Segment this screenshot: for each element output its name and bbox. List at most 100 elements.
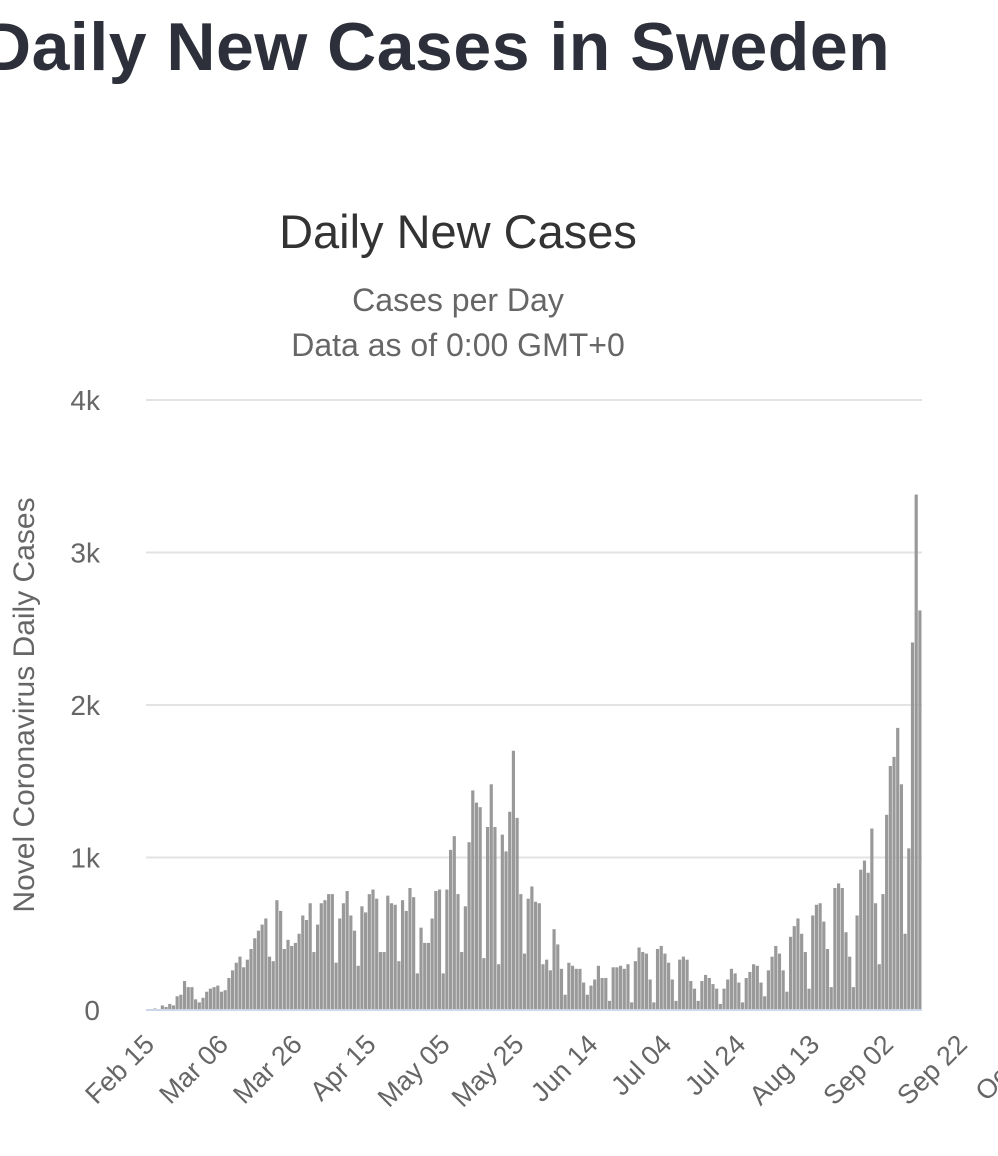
x-tick-label: May 05 — [372, 1029, 456, 1113]
bar — [700, 981, 704, 1010]
bar — [892, 756, 896, 1010]
bar — [352, 930, 357, 1010]
y-tick-label: 3k — [70, 538, 101, 569]
bar — [360, 906, 364, 1010]
bar — [194, 999, 198, 1010]
bar — [441, 973, 445, 1010]
bar — [500, 834, 504, 1011]
bar — [345, 891, 349, 1010]
bar — [356, 965, 360, 1010]
bar — [449, 849, 453, 1011]
bar — [190, 987, 194, 1011]
bar — [811, 915, 815, 1010]
bar — [800, 933, 804, 1010]
bar — [197, 1002, 201, 1011]
bar — [382, 952, 386, 1010]
y-tick-label: 4k — [70, 385, 101, 416]
x-tick-label: Jul 24 — [679, 1029, 751, 1101]
bar — [423, 942, 427, 1010]
bar — [670, 979, 674, 1010]
bar — [607, 1000, 612, 1010]
bar — [312, 952, 316, 1010]
bar — [556, 944, 560, 1010]
bar — [234, 962, 238, 1010]
bar — [600, 977, 604, 1010]
bar — [896, 727, 900, 1011]
bar — [663, 953, 667, 1010]
bar — [389, 903, 394, 1010]
bar — [729, 968, 734, 1010]
bar — [866, 872, 870, 1010]
bar — [397, 961, 401, 1010]
bar — [267, 956, 272, 1011]
bar — [774, 945, 778, 1010]
bar — [840, 888, 844, 1010]
bar — [807, 988, 811, 1010]
bar — [282, 949, 286, 1010]
chart-subtitle-line-2: Data as of 0:00 GMT+0 — [291, 327, 625, 363]
bar — [482, 958, 486, 1010]
bar — [752, 964, 756, 1010]
bar — [870, 828, 874, 1010]
bar — [186, 987, 190, 1011]
bar — [545, 959, 549, 1010]
bar — [648, 979, 652, 1010]
bar — [419, 927, 423, 1010]
bar — [349, 915, 353, 1010]
bar — [574, 968, 578, 1010]
y-axis-ticks: 0 1k 2k 3k 4k — [70, 385, 101, 1026]
bar — [910, 642, 915, 1010]
page-title: Daily New Cases in Sweden — [0, 9, 891, 85]
x-tick-label: Sep 02 — [817, 1029, 899, 1111]
bar — [696, 1000, 700, 1010]
bar — [264, 918, 268, 1010]
bar — [515, 817, 519, 1010]
bar — [803, 952, 807, 1010]
bar — [315, 924, 320, 1010]
bar — [796, 918, 800, 1010]
bar — [286, 939, 290, 1010]
bar — [655, 949, 660, 1010]
bar — [644, 953, 649, 1010]
bar — [703, 974, 708, 1010]
bar — [733, 973, 737, 1010]
bar — [201, 997, 205, 1010]
bar — [578, 968, 582, 1010]
bar — [877, 964, 881, 1010]
bar — [740, 1002, 745, 1011]
bar — [253, 938, 257, 1010]
bar — [552, 929, 556, 1010]
bar — [744, 977, 748, 1010]
bar — [460, 952, 464, 1010]
bar — [378, 952, 382, 1010]
bar — [837, 883, 841, 1010]
bar — [522, 953, 527, 1010]
bar — [885, 814, 889, 1010]
bar — [718, 1003, 722, 1010]
bar — [918, 610, 922, 1010]
chart-title: Daily New Cases — [279, 205, 637, 258]
bar — [212, 987, 216, 1011]
bar — [633, 961, 637, 1010]
bar — [386, 895, 390, 1011]
bar — [685, 959, 689, 1010]
bar — [216, 985, 220, 1010]
bar — [179, 994, 183, 1010]
bar — [825, 949, 830, 1010]
bar — [230, 970, 235, 1010]
bar — [367, 894, 371, 1010]
y-tick-label: 0 — [84, 995, 100, 1026]
bar — [393, 904, 397, 1010]
bar — [208, 988, 212, 1010]
bar — [497, 964, 501, 1010]
bar — [493, 827, 497, 1010]
bar — [914, 494, 918, 1010]
bar — [456, 894, 460, 1010]
bar — [711, 984, 715, 1010]
bar — [412, 897, 416, 1010]
bar — [626, 964, 630, 1010]
bar — [534, 901, 538, 1010]
bar — [519, 894, 523, 1010]
bar — [567, 962, 571, 1010]
bar — [279, 910, 283, 1011]
